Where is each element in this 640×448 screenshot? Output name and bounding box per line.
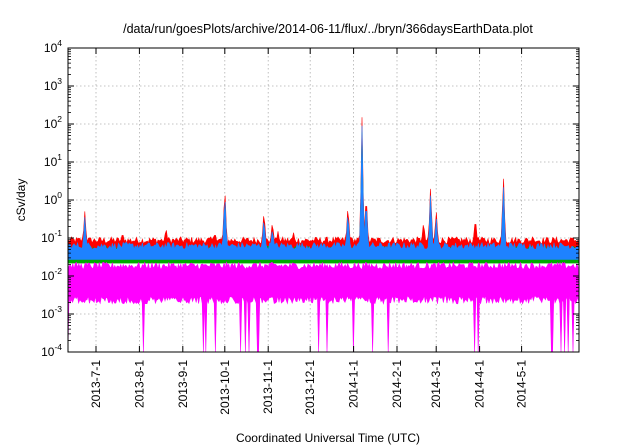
y-tick-base: 10 [41, 269, 55, 283]
x-tick-label: 2013-11-1 [261, 360, 275, 414]
x-tick-labels: 2013-7-1 2013-8-1 2013-9-1 2013-10-1 2013-11… [89, 360, 529, 415]
x-tick-label: 2014-1-1 [347, 360, 361, 408]
y-tick-base: 10 [41, 231, 55, 245]
x-tick-label: 2014-4-1 [473, 360, 487, 408]
y-tick-exponent: -4 [54, 342, 62, 352]
y-tick-label: 10-2 [41, 266, 62, 283]
x-tick-label: 2013-8-1 [132, 360, 146, 408]
x-tick-label: 2014-5-1 [515, 360, 529, 408]
y-tick-base: 10 [44, 79, 58, 93]
x-axis-label: Coordinated Universal Time (UTC) [236, 431, 420, 445]
y-tick-base: 10 [44, 117, 58, 131]
y-tick-base: 10 [44, 155, 58, 169]
y-tick-label: 10-4 [41, 342, 62, 359]
y-tick-label: 104 [44, 38, 62, 55]
y-tick-exponent: -3 [54, 304, 62, 314]
y-tick-label: 102 [44, 114, 62, 131]
y-tick-base: 10 [44, 41, 58, 55]
y-tick-exponent: -2 [54, 266, 62, 276]
y-tick-exponent: 4 [57, 38, 62, 48]
y-tick-exponent: 1 [57, 152, 62, 162]
y-tick-base: 10 [41, 307, 55, 321]
y-tick-exponent: -1 [54, 228, 62, 238]
y-tick-label: 100 [44, 190, 62, 207]
x-tick-label: 2013-12-1 [303, 360, 317, 415]
x-tick-label: 2013-10-1 [218, 360, 232, 415]
y-tick-label: 103 [44, 76, 62, 93]
x-tick-label: 2014-3-1 [429, 360, 443, 408]
y-tick-label: 101 [44, 152, 62, 169]
x-tick-label: 2014-2-1 [390, 360, 404, 408]
series-area [67, 117, 580, 255]
y-tick-base: 10 [44, 193, 58, 207]
series-layer [67, 117, 580, 353]
chart-title: /data/run/goesPlots/archive/2014-06-11/f… [123, 22, 533, 36]
series-area [67, 125, 580, 260]
y-axis-label: cSv/day [14, 179, 28, 222]
x-tick-label: 2013-7-1 [89, 360, 103, 408]
y-tick-exponent: 3 [57, 76, 62, 86]
y-tick-base: 10 [41, 345, 55, 359]
y-tick-label: 10-1 [41, 228, 62, 245]
x-tick-label: 2013-9-1 [176, 360, 190, 408]
y-tick-label: 10-3 [41, 304, 62, 321]
y-tick-exponent: 0 [57, 190, 62, 200]
ticks [68, 47, 579, 353]
y-tick-exponent: 2 [57, 114, 62, 124]
